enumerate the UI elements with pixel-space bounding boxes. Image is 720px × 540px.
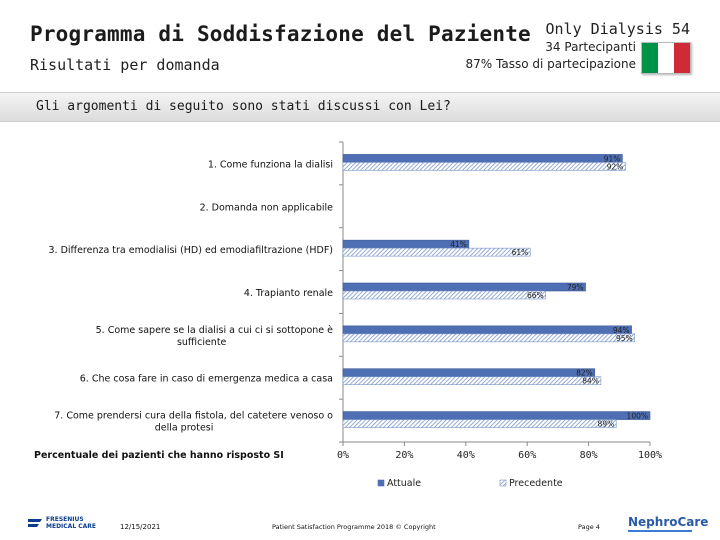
category-label: 7. Come prendersi cura della fistola, de…	[54, 411, 333, 434]
legend-swatch	[499, 479, 507, 487]
category-label: 5. Come sapere se la dialisi a cui ci si…	[96, 325, 334, 348]
question-band	[0, 92, 720, 122]
data-label: 91%	[604, 154, 621, 163]
x-tick-label: 40%	[457, 450, 475, 461]
data-label: 94%	[613, 326, 630, 335]
nephrocare-logo: NephroCare	[628, 515, 708, 532]
data-label: 82%	[576, 369, 593, 378]
data-label: 92%	[607, 162, 624, 171]
data-label: 79%	[567, 283, 584, 292]
data-label: 100%	[627, 412, 648, 421]
clinic-name: Only Dialysis 54	[545, 20, 691, 38]
bar-precedente	[342, 376, 602, 386]
bar-chart: 1. Come funziona la dialisi 91%92% 2. Doma…	[34, 141, 662, 489]
data-label: 84%	[582, 377, 599, 386]
category-label: 1. Come funziona la dialisi	[208, 159, 333, 170]
bar-attuale	[342, 154, 623, 163]
category-label-line: 2. Domanda non applicabile	[200, 202, 334, 213]
question-text: Gli argomenti di seguito sono stati disc…	[36, 99, 451, 114]
bar-attuale	[342, 325, 632, 335]
italy-flag-icon	[641, 42, 691, 74]
category-label-line: 6. Che cosa fare in caso di emergenza me…	[80, 374, 333, 385]
footer-date: 12/15/2021	[120, 523, 161, 531]
page-subtitle: Risultati per domanda	[30, 56, 220, 74]
bar-precedente	[342, 290, 546, 300]
category-label-line: 7. Come prendersi cura della fistola, de…	[54, 411, 333, 422]
bar-precedente	[342, 333, 635, 343]
category-label-line: sufficiente	[177, 337, 227, 348]
category-label-line: 5. Come sapere se la dialisi a cui ci si…	[96, 325, 334, 336]
x-tick-label: 80%	[580, 450, 598, 461]
category-label: 3. Differenza tra emodialisi (HD) ed emo…	[48, 245, 333, 256]
data-label: 41%	[450, 240, 467, 249]
footer-copyright: Patient Satisfaction Programme 2018 © Co…	[272, 523, 436, 531]
category-label-line: 1. Come funziona la dialisi	[208, 159, 333, 170]
fresenius-logo-line1: FRESENIUS	[46, 516, 84, 523]
bar-precedente	[342, 162, 626, 171]
x-axis-label: Percentuale dei pazienti che hanno rispo…	[34, 450, 284, 461]
legend-label: Attuale	[387, 478, 421, 489]
nephrocare-logo-text: NephroCare	[628, 515, 709, 529]
category-label: 4. Trapianto renale	[244, 288, 333, 299]
legend-label: Precedente	[509, 478, 563, 489]
category-label: 2. Domanda non applicabile	[200, 202, 334, 213]
footer-page-number: Page 4	[578, 523, 600, 531]
bar-attuale	[342, 282, 586, 292]
data-label: 95%	[616, 334, 633, 343]
fresenius-logo-line2: MEDICAL CARE	[46, 523, 97, 530]
x-tick-label: 20%	[395, 450, 413, 461]
fresenius-logo-icon	[28, 519, 42, 527]
bar-precedente	[342, 419, 617, 428]
data-label: 66%	[527, 291, 544, 300]
x-tick-label: 60%	[518, 450, 536, 461]
x-tick-label: 100%	[638, 450, 662, 461]
participants-count: 34 Partecipanti	[545, 40, 636, 54]
category-label-line: 3. Differenza tra emodialisi (HD) ed emo…	[48, 245, 333, 256]
category-label: 6. Che cosa fare in caso di emergenza me…	[80, 374, 333, 385]
participation-rate: 87% Tasso di partecipazione	[465, 57, 636, 71]
bar-precedente	[342, 247, 531, 257]
data-label: 61%	[512, 248, 529, 257]
data-label: 89%	[598, 420, 615, 429]
category-label-line: 4. Trapianto renale	[244, 288, 333, 299]
category-label-line: della protesi	[155, 423, 214, 434]
x-tick-label: 0%	[337, 450, 349, 461]
fresenius-logo: FRESENIUS MEDICAL CARE	[28, 516, 96, 530]
page-title: Programma di Soddisfazione del Paziente	[30, 22, 531, 46]
legend-swatch	[377, 479, 385, 487]
bar-attuale	[342, 411, 651, 420]
bar-attuale	[342, 368, 596, 378]
